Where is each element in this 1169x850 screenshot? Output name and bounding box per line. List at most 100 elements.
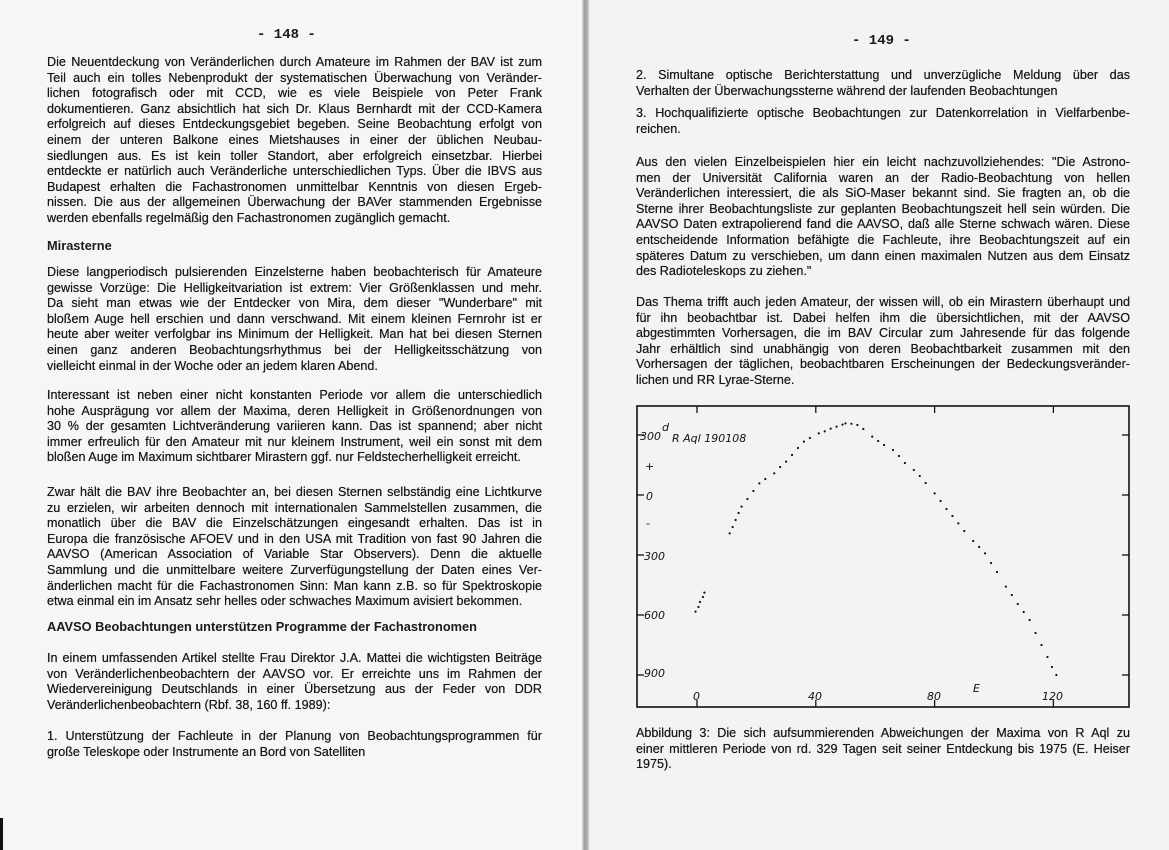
text-line: nissen. Die aus der allgemeinen Überwach… (47, 195, 542, 210)
text-line: Abbildung 3: Die sich aufsummierenden Ab… (636, 726, 1130, 740)
data-point (1016, 602, 1019, 606)
data-point (951, 514, 954, 518)
data-point (972, 539, 975, 543)
right-page (589, 0, 1169, 850)
data-point (694, 610, 697, 613)
text-line: men der Universität California waren an … (636, 170, 1130, 185)
text-line: werden ebenfalls regelmäßig den Fachastr… (47, 210, 451, 225)
data-point (698, 600, 702, 604)
text-line: bloßem Auge hell erschien und dann versc… (47, 311, 542, 326)
text-line: Vorhersagen der täglichen, beobachtbaren… (636, 357, 1130, 372)
data-point (790, 453, 794, 457)
section-heading: AAVSO Beobachtungen unterstützen Program… (47, 619, 477, 634)
page-number: - 149 - (852, 33, 911, 49)
data-point (989, 561, 993, 565)
paragraph: 1. Unterstützung der Fachleute in der Pl… (47, 729, 542, 760)
text-line: 1975). (636, 757, 672, 772)
text-line: AAVSO (American Association of Variable … (47, 547, 542, 562)
paragraph: Aus den vielen Einzelbeispielen hier ein… (636, 155, 1130, 280)
data-point (737, 511, 740, 515)
paragraph: Die Neuentdeckung von Veränderlichen dur… (47, 55, 542, 227)
data-point (785, 460, 788, 463)
y-tick-label: 300 (640, 430, 661, 443)
x-tick-label: 80 (927, 690, 941, 703)
text-line: Die Neuentdeckung von Veränderlichen dur… (47, 55, 542, 69)
text-line: Budapest erhalten die Fachastronomen unm… (47, 179, 542, 194)
paragraph: Zwar hält die BAV ihre Beobachter an, be… (47, 485, 542, 610)
x-tick-label: 120 (1042, 690, 1063, 703)
data-point (939, 499, 942, 503)
text-line: von Veränderlichenbeobachtern der AAVSO … (47, 666, 542, 681)
data-point (734, 518, 737, 522)
text-line: entdeckte er natürlich auch Veränderlich… (47, 164, 542, 179)
data-point (823, 430, 826, 433)
data-point (1040, 643, 1043, 647)
data-point (912, 468, 915, 472)
text-line: AAVSO Daten extrapolierend fand die AAVS… (636, 217, 1130, 232)
text-line: Interessant ist neben einer nicht konsta… (47, 388, 542, 402)
x-axis-label: E (973, 682, 980, 695)
text-line: des Radioteleskops zu ziehen." (636, 264, 812, 279)
text-line: gewisse Vorzüge: Die Helligkeitvariation… (47, 280, 542, 295)
data-point (758, 482, 761, 485)
data-point (903, 461, 906, 465)
text-line: etwa einmal ein im Ansatz sehr helles od… (47, 594, 523, 609)
text-line: für ihn beobachtbar ist. Dabei helfen ih… (636, 310, 1130, 325)
data-point (835, 425, 838, 428)
text-line: bloßen Auge im Maximum sichtbarer Mirast… (47, 450, 521, 465)
data-point (802, 440, 806, 443)
y-tick-label: 300 (644, 550, 665, 563)
data-point (862, 427, 865, 431)
data-point (850, 422, 853, 425)
data-point (933, 492, 936, 495)
data-point (856, 423, 859, 427)
x-tick-label: 40 (808, 690, 822, 703)
data-point (957, 522, 960, 525)
data-point (808, 436, 811, 440)
text-line: Aus den vielen Einzelbeispielen hier ein… (636, 155, 1130, 169)
data-point (995, 570, 999, 574)
data-point (945, 507, 948, 511)
data-point (1022, 610, 1025, 614)
text-line: vielleicht einmal in der Woche oder an j… (47, 358, 378, 373)
text-line: Zwar hält die BAV ihre Beobachter an, be… (47, 485, 542, 499)
text-line: Diese langperiodisch pulsierenden Einzel… (47, 265, 542, 279)
text-line: abgestimmten Vorhersagen, die im BAV Cir… (636, 326, 1130, 341)
data-point (740, 505, 743, 508)
data-point (773, 472, 776, 475)
text-line: einer mittleren Periode von rd. 329 Tage… (636, 741, 1130, 756)
text-line: reichen. (636, 121, 681, 136)
data-point (844, 422, 847, 425)
data-point (731, 525, 734, 529)
data-point (883, 443, 886, 447)
chart-frame (636, 405, 1130, 708)
data-point (1010, 593, 1013, 597)
text-line: Veränderlichen interessiert, die als SiO… (636, 186, 1130, 201)
data-point (764, 477, 767, 481)
data-point (963, 529, 966, 533)
y-tick-label: 600 (644, 609, 665, 622)
text-line: In einem umfassenden Artikel stellte Fra… (47, 651, 542, 665)
paragraph: Das Thema trifft auch jeden Amateur, der… (636, 295, 1130, 389)
text-line: große Teleskope oder Instrumente an Bord… (47, 744, 366, 759)
text-line: immer erfreulich für den Amateur mit nur… (47, 434, 542, 449)
text-line: 30 % der gesamten Lichtveränderung varii… (47, 419, 542, 434)
text-line: Teil auch ein tolles Nebenprodukt der sy… (47, 70, 542, 85)
text-line: heute aber weiter verfolgbar ins Minimum… (47, 327, 542, 342)
text-line: Da sieht man etwas wie der Entdecker von… (47, 296, 542, 311)
data-point (703, 591, 706, 594)
data-point (752, 489, 755, 493)
data-point (817, 432, 820, 435)
data-point (841, 423, 844, 426)
data-point (796, 446, 800, 450)
data-point (978, 545, 981, 549)
text-line: einen ganz anderen Beobachtungsrhythmus … (47, 342, 542, 357)
paragraph: Diese langperiodisch pulsierenden Einzel… (47, 265, 542, 374)
data-points (694, 422, 1058, 677)
data-point (983, 552, 987, 555)
data-point (891, 448, 895, 452)
data-point (1050, 665, 1054, 669)
data-point (1004, 585, 1007, 588)
data-point (897, 454, 901, 458)
tick-marks (637, 406, 1129, 707)
